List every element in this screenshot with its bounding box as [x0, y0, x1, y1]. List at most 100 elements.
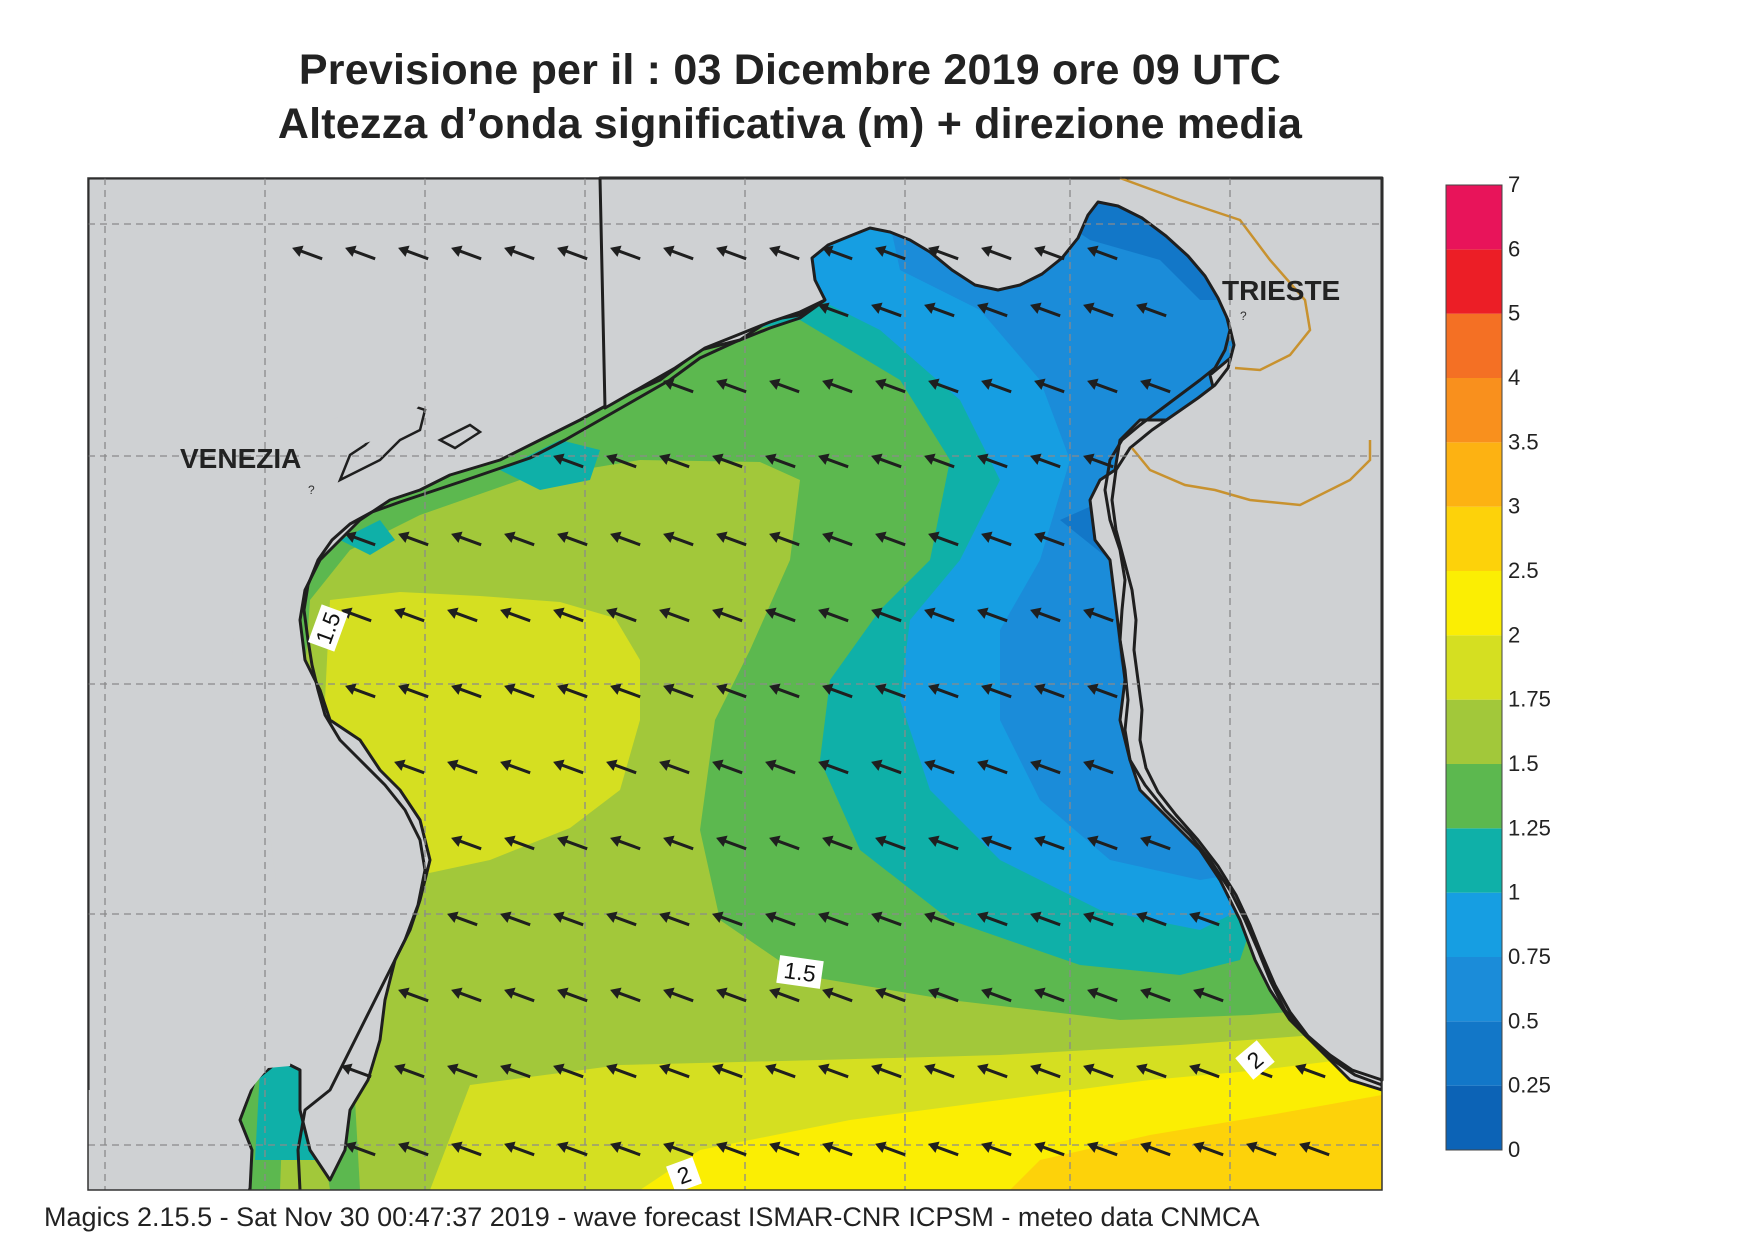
direction-arrow	[1030, 302, 1061, 318]
direction-arrow	[663, 378, 694, 394]
direction-arrow	[822, 378, 853, 394]
direction-arrow	[928, 245, 959, 261]
direction-arrow	[1030, 759, 1061, 775]
direction-arrow	[394, 759, 425, 775]
direction-arrow	[875, 683, 906, 699]
direction-arrow	[451, 245, 482, 261]
direction-arrow	[610, 683, 641, 699]
direction-arrow	[504, 835, 535, 851]
direction-arrow	[765, 453, 796, 469]
colorbar-swatch	[1446, 571, 1502, 636]
direction-arrow	[1087, 683, 1118, 699]
direction-arrow	[822, 683, 853, 699]
direction-arrow	[769, 987, 800, 1003]
direction-arrow	[451, 835, 482, 851]
direction-arrow	[871, 911, 902, 927]
direction-arrow	[1083, 911, 1114, 927]
band-1.0-lagoon	[340, 520, 395, 555]
direction-arrow	[504, 683, 535, 699]
direction-arrow	[659, 453, 690, 469]
direction-arrow	[712, 1063, 743, 1079]
direction-arrow	[610, 987, 641, 1003]
direction-arrow	[557, 245, 588, 261]
direction-arrow	[712, 453, 743, 469]
colorbar-tick-label: 2.5	[1508, 558, 1539, 583]
colorbar-tick-label: 6	[1508, 236, 1520, 261]
colorbar-tick-label: 1.75	[1508, 687, 1551, 712]
direction-arrow	[659, 607, 690, 623]
map-frame	[87, 177, 1383, 1191]
border-slovenia-croatia	[1131, 440, 1372, 507]
direction-arrow	[394, 1063, 425, 1079]
direction-arrow	[663, 683, 694, 699]
direction-arrow	[924, 1063, 955, 1079]
direction-arrow	[822, 835, 853, 851]
direction-arrow	[1034, 1141, 1065, 1157]
direction-arrows	[292, 245, 1330, 1157]
city-label-trieste: TRIESTE	[1222, 275, 1340, 306]
direction-arrow	[345, 683, 376, 699]
direction-arrow	[504, 531, 535, 547]
direction-arrow	[875, 531, 906, 547]
direction-arrow	[769, 531, 800, 547]
direction-arrow	[553, 453, 584, 469]
direction-arrow	[822, 1141, 853, 1157]
colorbar-tick-label: 0.25	[1508, 1073, 1551, 1098]
direction-arrow	[928, 1141, 959, 1157]
direction-arrow	[663, 531, 694, 547]
direction-arrow	[1083, 759, 1114, 775]
direction-arrow	[818, 911, 849, 927]
direction-arrow	[606, 1063, 637, 1079]
direction-arrow	[610, 1141, 641, 1157]
direction-arrow	[1034, 835, 1065, 851]
direction-arrow	[765, 911, 796, 927]
direction-arrow	[663, 1141, 694, 1157]
direction-arrow	[1136, 911, 1167, 927]
direction-arrow	[822, 245, 853, 261]
direction-arrow	[924, 911, 955, 927]
direction-arrow	[1189, 1063, 1220, 1079]
direction-arrow	[553, 759, 584, 775]
direction-arrow	[818, 302, 849, 318]
direction-arrow	[818, 607, 849, 623]
direction-arrow	[928, 987, 959, 1003]
direction-arrow	[716, 531, 747, 547]
direction-arrow	[981, 1141, 1012, 1157]
direction-arrow	[557, 987, 588, 1003]
colorbar-tick-label: 1.5	[1508, 751, 1539, 776]
band-1.0-venezia	[500, 440, 600, 490]
direction-arrow	[663, 987, 694, 1003]
direction-arrow	[341, 1063, 372, 1079]
direction-arrow	[394, 607, 425, 623]
direction-arrow	[765, 759, 796, 775]
colorbar-tick-label: 3	[1508, 494, 1520, 519]
colorbar-swatch	[1446, 185, 1502, 250]
direction-arrow	[924, 759, 955, 775]
variable-title: Altezza d’onda significativa (m) + direz…	[277, 100, 1303, 148]
direction-arrow	[765, 1063, 796, 1079]
direction-arrow	[553, 911, 584, 927]
direction-arrow	[292, 245, 323, 261]
direction-arrow	[769, 378, 800, 394]
direction-arrow	[553, 1063, 584, 1079]
direction-arrow	[1083, 453, 1114, 469]
direction-arrow	[659, 1063, 690, 1079]
colorbar-tick-label: 3.5	[1508, 429, 1539, 454]
direction-arrow	[977, 453, 1008, 469]
direction-arrow	[447, 759, 478, 775]
direction-arrow	[1193, 987, 1224, 1003]
direction-arrow	[924, 302, 955, 318]
direction-arrow	[716, 987, 747, 1003]
direction-arrow	[977, 1063, 1008, 1079]
direction-arrow	[765, 607, 796, 623]
direction-arrow	[822, 987, 853, 1003]
colorbar-tick-label: 7	[1508, 172, 1520, 197]
direction-arrow	[924, 453, 955, 469]
direction-arrow	[447, 911, 478, 927]
direction-arrow	[500, 607, 531, 623]
colorbar-tick-label: 2	[1508, 622, 1520, 647]
direction-arrow	[1189, 911, 1220, 927]
direction-arrow	[1083, 607, 1114, 623]
direction-arrow	[981, 683, 1012, 699]
direction-arrow	[663, 245, 694, 261]
